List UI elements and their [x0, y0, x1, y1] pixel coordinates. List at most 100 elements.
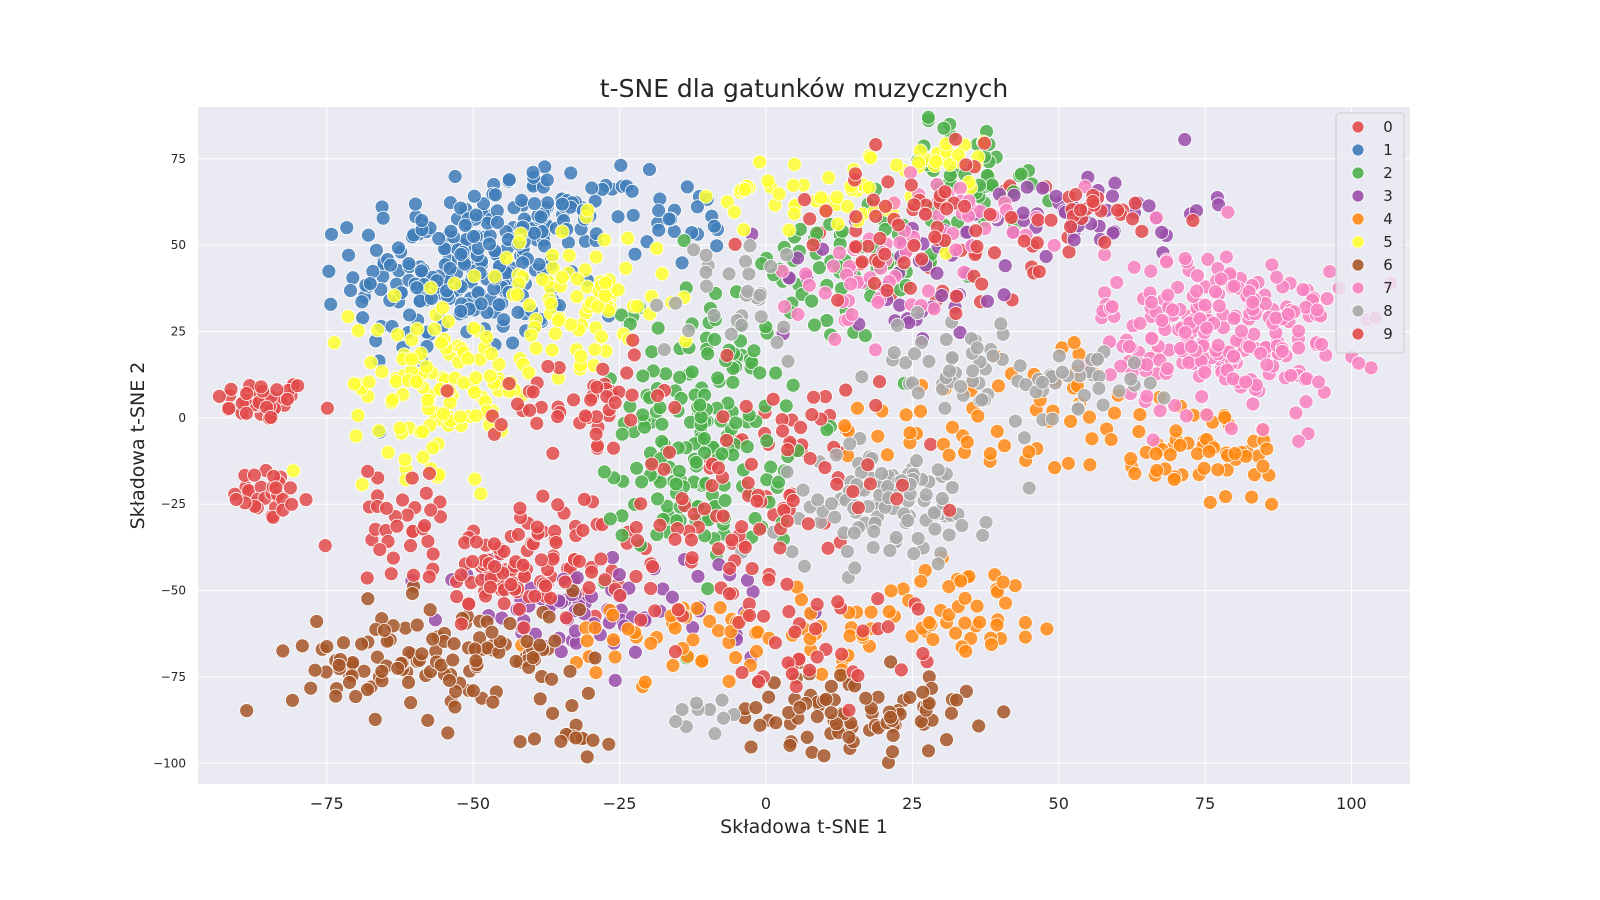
point [414, 213, 430, 228]
point [681, 323, 697, 339]
point [1061, 455, 1076, 471]
point [529, 519, 545, 535]
point [719, 348, 735, 363]
point [809, 649, 825, 665]
point [643, 581, 659, 596]
point [739, 439, 755, 455]
point [883, 709, 898, 725]
point [684, 550, 700, 566]
point [841, 702, 857, 718]
point [321, 263, 337, 279]
point [870, 591, 886, 607]
point [359, 570, 375, 586]
point [1063, 413, 1078, 429]
point [841, 729, 857, 745]
point [1208, 284, 1223, 300]
point [285, 463, 301, 479]
point [969, 598, 985, 614]
point [781, 604, 797, 620]
point [700, 581, 716, 597]
point [684, 532, 699, 548]
point [1103, 432, 1119, 448]
point [775, 423, 790, 439]
point [485, 694, 501, 710]
point [350, 323, 366, 338]
point [752, 287, 768, 303]
point [941, 579, 957, 595]
point [443, 223, 459, 239]
point [1177, 324, 1193, 340]
point [569, 271, 585, 287]
point [415, 424, 431, 440]
point [545, 445, 561, 461]
point [572, 602, 587, 618]
y-tick-label: −75 [161, 670, 186, 684]
point [1003, 210, 1019, 225]
point [554, 224, 570, 240]
point [788, 679, 804, 694]
point [522, 402, 538, 418]
point [1246, 326, 1262, 342]
point [982, 446, 998, 462]
legend-marker [1351, 235, 1365, 249]
point [650, 491, 665, 507]
point [1097, 234, 1113, 250]
point [694, 653, 710, 669]
point [761, 689, 777, 705]
point [576, 492, 592, 507]
point [1165, 302, 1181, 318]
point [1197, 364, 1213, 380]
point [879, 283, 895, 298]
point [468, 408, 484, 424]
point [579, 633, 595, 649]
point [763, 259, 779, 274]
point [921, 615, 937, 631]
point [670, 602, 686, 618]
point [487, 536, 502, 552]
point [558, 610, 574, 626]
point [633, 612, 649, 628]
point [921, 109, 936, 125]
point [902, 425, 918, 441]
point [253, 379, 269, 395]
point [698, 188, 714, 204]
point [779, 247, 794, 263]
point [1168, 423, 1184, 439]
point [951, 147, 966, 163]
point [710, 370, 726, 386]
point [727, 236, 743, 252]
point [1226, 311, 1242, 326]
x-tick-label: −25 [603, 794, 637, 813]
point [914, 335, 929, 350]
point [580, 202, 596, 218]
point [372, 542, 388, 558]
point [790, 306, 806, 322]
point [1224, 421, 1239, 437]
point [771, 474, 787, 490]
point [1017, 629, 1033, 645]
point [528, 340, 544, 356]
point [753, 309, 769, 325]
point [613, 157, 629, 173]
point [941, 607, 957, 623]
point [342, 675, 357, 690]
point [880, 619, 896, 635]
point [1070, 358, 1086, 374]
point [799, 729, 815, 745]
point [512, 234, 527, 250]
point [692, 397, 708, 413]
point [910, 531, 926, 546]
point [493, 417, 509, 433]
point [882, 543, 898, 558]
point [948, 625, 963, 641]
legend: 0 1 2 3 4 5 6 7 8 9 [1335, 112, 1405, 354]
point [768, 365, 784, 381]
point [579, 749, 595, 765]
point [806, 389, 821, 405]
point [1144, 294, 1159, 310]
point [1066, 335, 1082, 351]
legend-marker [1351, 281, 1365, 295]
point [1255, 458, 1271, 474]
point [918, 487, 934, 503]
point [930, 462, 946, 478]
